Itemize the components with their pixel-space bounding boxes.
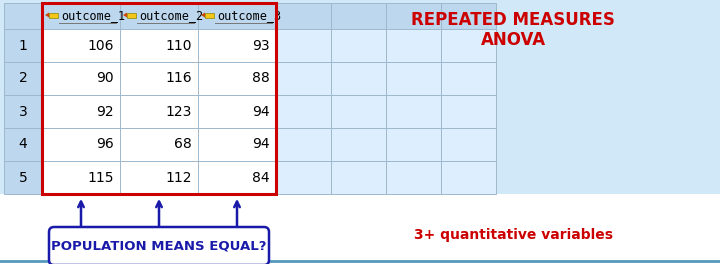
FancyBboxPatch shape <box>49 227 269 264</box>
Text: 4: 4 <box>19 138 27 152</box>
Bar <box>120 3 198 29</box>
Text: 93: 93 <box>253 39 270 53</box>
Text: outcome_1: outcome_1 <box>61 10 125 22</box>
Text: 116: 116 <box>166 72 192 86</box>
Text: 5: 5 <box>19 171 27 185</box>
Bar <box>42 161 120 194</box>
Text: 94: 94 <box>253 138 270 152</box>
Bar <box>386 128 441 161</box>
Bar <box>4 3 42 29</box>
Text: outcome_2: outcome_2 <box>139 10 203 22</box>
Bar <box>331 29 386 62</box>
Bar <box>0 194 720 264</box>
Polygon shape <box>49 12 58 17</box>
Polygon shape <box>205 12 214 17</box>
Text: 94: 94 <box>253 105 270 119</box>
Text: outcome_3: outcome_3 <box>217 10 281 22</box>
Bar <box>42 29 120 62</box>
Bar <box>441 128 496 161</box>
Text: 92: 92 <box>96 105 114 119</box>
Bar <box>4 62 42 95</box>
Bar <box>386 161 441 194</box>
Bar <box>198 128 276 161</box>
Bar <box>276 161 331 194</box>
Bar <box>386 3 441 29</box>
Bar <box>120 29 198 62</box>
Bar <box>276 128 331 161</box>
Text: 115: 115 <box>88 171 114 185</box>
Bar <box>276 29 331 62</box>
Bar <box>331 95 386 128</box>
Bar <box>331 161 386 194</box>
Bar <box>120 161 198 194</box>
Bar <box>276 95 331 128</box>
Bar <box>198 95 276 128</box>
Text: POPULATION MEANS EQUAL?: POPULATION MEANS EQUAL? <box>51 239 266 252</box>
Bar <box>4 161 42 194</box>
Bar <box>331 62 386 95</box>
Bar <box>331 3 386 29</box>
Bar <box>386 95 441 128</box>
Text: 112: 112 <box>166 171 192 185</box>
Bar <box>4 29 42 62</box>
Bar <box>4 128 42 161</box>
Text: 106: 106 <box>88 39 114 53</box>
Bar <box>198 161 276 194</box>
Bar <box>198 29 276 62</box>
Bar <box>198 3 276 29</box>
Bar <box>441 95 496 128</box>
Text: 1: 1 <box>19 39 27 53</box>
Bar <box>120 62 198 95</box>
Bar <box>120 95 198 128</box>
Bar <box>441 62 496 95</box>
Text: 88: 88 <box>252 72 270 86</box>
Bar <box>120 128 198 161</box>
Text: REPEATED MEASURES
ANOVA: REPEATED MEASURES ANOVA <box>411 11 615 49</box>
Polygon shape <box>45 12 49 17</box>
Polygon shape <box>201 12 205 17</box>
Bar <box>42 3 120 29</box>
Bar <box>4 95 42 128</box>
Text: 110: 110 <box>166 39 192 53</box>
Bar <box>386 29 441 62</box>
Bar <box>441 3 496 29</box>
Bar <box>42 3 276 194</box>
Bar <box>198 62 276 95</box>
Text: 90: 90 <box>96 72 114 86</box>
Text: 96: 96 <box>96 138 114 152</box>
Bar <box>441 29 496 62</box>
Bar <box>386 62 441 95</box>
Bar <box>276 62 331 95</box>
Polygon shape <box>127 12 136 17</box>
Bar <box>42 128 120 161</box>
Text: 84: 84 <box>253 171 270 185</box>
Text: 3: 3 <box>19 105 27 119</box>
Polygon shape <box>123 12 127 17</box>
Bar <box>276 3 331 29</box>
Text: 3+ quantitative variables: 3+ quantitative variables <box>413 228 613 242</box>
Bar <box>42 95 120 128</box>
Text: 123: 123 <box>166 105 192 119</box>
Bar <box>331 128 386 161</box>
Text: 2: 2 <box>19 72 27 86</box>
Bar <box>42 62 120 95</box>
Bar <box>441 161 496 194</box>
Text: 68: 68 <box>174 138 192 152</box>
